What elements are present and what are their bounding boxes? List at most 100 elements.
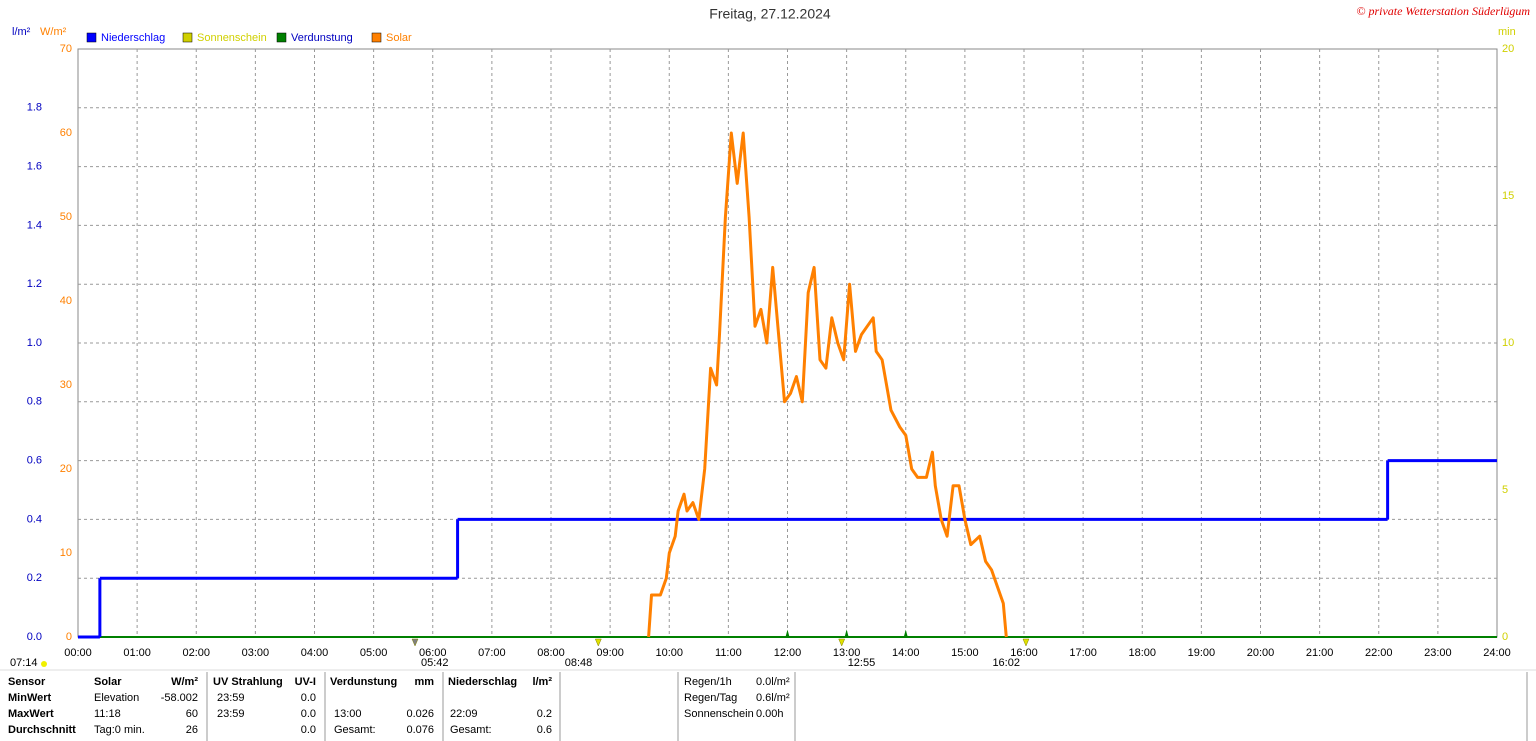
y-tick-label: 0.8 xyxy=(27,396,42,408)
x-tick-label: 13:00 xyxy=(833,647,861,659)
x-tick-label: 15:00 xyxy=(951,647,979,659)
spike xyxy=(785,629,790,637)
summary-label: Sonnenschein xyxy=(684,708,754,720)
y3-tick-label: 10 xyxy=(1502,337,1514,349)
y2-tick-label: 70 xyxy=(60,43,72,55)
y3-tick-label: 5 xyxy=(1502,484,1508,496)
row-label: MinWert xyxy=(8,692,52,704)
x-tick-label: 11:00 xyxy=(715,647,742,659)
table-cell: -58.002 xyxy=(161,692,198,704)
legend-label: Solar xyxy=(386,32,412,44)
table-header: Solar xyxy=(94,676,122,688)
table-cell: 0.2 xyxy=(537,708,552,720)
y-tick-label: 0.4 xyxy=(27,513,42,525)
legend-swatch xyxy=(276,32,287,43)
table-header: UV-I xyxy=(295,676,316,688)
y3-tick-label: 15 xyxy=(1502,190,1514,202)
y-tick-label: 0.2 xyxy=(27,572,42,584)
event-label: 08:48 xyxy=(565,657,593,669)
table-cell: 23:59 xyxy=(217,708,245,720)
row-label: Durchschnitt xyxy=(8,724,76,736)
table-lines xyxy=(0,669,1536,741)
day-length: 07:14 xyxy=(10,657,38,669)
x-tick-label: 07:00 xyxy=(478,647,506,659)
x-tick-label: 03:00 xyxy=(242,647,270,659)
y-axis-label: l/m² xyxy=(12,26,31,38)
copyright: © private Wetterstation Süderlügum xyxy=(1356,4,1530,18)
day-length-dot xyxy=(41,661,47,667)
table-header: Sensor xyxy=(8,676,46,688)
table-header: Verdunstung xyxy=(330,676,397,688)
x-tick-label: 16:00 xyxy=(1010,647,1038,659)
y2-tick-label: 60 xyxy=(60,127,72,139)
x-tick-label: 06:00 xyxy=(419,647,447,659)
table-header: Niederschlag xyxy=(448,676,517,688)
x-tick-label: 04:00 xyxy=(301,647,329,659)
legend-label: Niederschlag xyxy=(101,32,165,44)
summary-value: 0.6l/m² xyxy=(756,692,790,704)
row-label: MaxWert xyxy=(8,708,54,720)
summary-value: 0.00h xyxy=(756,708,784,720)
y-tick-label: 1.6 xyxy=(27,161,42,173)
x-tick-label: 22:00 xyxy=(1365,647,1393,659)
table-cell: 0.0 xyxy=(301,708,316,720)
table-cell: 26 xyxy=(186,724,198,736)
event-marker xyxy=(594,638,602,647)
table-cell: 60 xyxy=(186,708,198,720)
event-marker xyxy=(1022,638,1030,647)
summary-label: Regen/Tag xyxy=(684,692,737,704)
y2-tick-label: 10 xyxy=(60,547,72,559)
y3-tick-label: 20 xyxy=(1502,43,1514,55)
x-tick-label: 00:00 xyxy=(64,647,92,659)
table-cell: 0.076 xyxy=(406,724,434,736)
y2-axis-label: W/m² xyxy=(40,26,67,38)
y-tick-label: 0.0 xyxy=(27,631,42,643)
table-cell: 13:00 xyxy=(334,708,362,720)
table-cell: 0.026 xyxy=(406,708,434,720)
x-tick-label: 12:00 xyxy=(774,647,802,659)
event-label: 05:42 xyxy=(421,657,449,669)
legend-swatch xyxy=(371,32,382,43)
legend-label: Verdunstung xyxy=(291,32,353,44)
y-tick-label: 1.0 xyxy=(27,337,42,349)
table-cell: Tag:0 min. xyxy=(94,724,145,736)
table-cell: Gesamt: xyxy=(450,724,492,736)
x-tick-label: 18:00 xyxy=(1128,647,1156,659)
table-header: UV Strahlung xyxy=(213,676,283,688)
x-tick-label: 09:00 xyxy=(596,647,624,659)
event-label: 12:55 xyxy=(848,657,876,669)
event-label: 16:02 xyxy=(992,657,1020,669)
spike xyxy=(903,629,908,637)
x-tick-label: 17:00 xyxy=(1069,647,1097,659)
table-cell: Gesamt: xyxy=(334,724,376,736)
table-cell: 0.6 xyxy=(537,724,552,736)
y3-axis-label: min xyxy=(1498,26,1516,38)
y-tick-label: 1.2 xyxy=(27,278,42,290)
legend-swatch xyxy=(182,32,193,43)
x-tick-label: 01:00 xyxy=(123,647,151,659)
line-series xyxy=(647,131,1008,638)
summary-value: 0.0l/m² xyxy=(756,676,790,688)
event-marker xyxy=(838,638,846,647)
summary-label: Regen/1h xyxy=(684,676,732,688)
x-tick-label: 21:00 xyxy=(1306,647,1334,659)
legend-swatch xyxy=(86,32,97,43)
x-tick-label: 20:00 xyxy=(1247,647,1275,659)
table-header: l/m² xyxy=(532,676,552,688)
y2-tick-label: 40 xyxy=(60,295,72,307)
table-cell: 11:18 xyxy=(94,708,121,720)
x-tick-label: 02:00 xyxy=(182,647,210,659)
y3-tick-label: 0 xyxy=(1502,631,1508,643)
table-cell: 0.0 xyxy=(301,724,316,736)
table-cell: 0.0 xyxy=(301,692,316,704)
y2-tick-label: 30 xyxy=(60,379,72,391)
x-tick-label: 08:00 xyxy=(537,647,565,659)
y2-tick-label: 20 xyxy=(60,463,72,475)
x-tick-label: 23:00 xyxy=(1424,647,1452,659)
y-tick-label: 1.4 xyxy=(27,219,42,231)
chart-title: Freitag, 27.12.2024 xyxy=(709,6,831,22)
x-tick-label: 24:00 xyxy=(1483,647,1511,659)
x-tick-label: 14:00 xyxy=(892,647,920,659)
